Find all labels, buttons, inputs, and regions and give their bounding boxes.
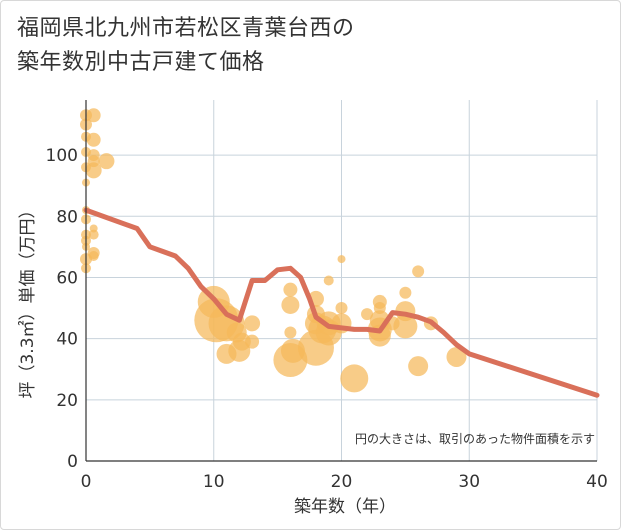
bubble-point xyxy=(335,302,348,315)
bubble-point xyxy=(340,364,369,393)
x-axis-label: 築年数（年） xyxy=(294,497,396,517)
y-tick-label: 20 xyxy=(56,391,78,411)
grid-lines xyxy=(86,100,598,461)
bubble-point xyxy=(446,346,467,367)
bubble-point xyxy=(232,332,251,351)
bubble-point xyxy=(337,255,346,264)
bubble-point xyxy=(86,108,101,123)
bubble-point xyxy=(281,295,300,314)
y-tick-label: 0 xyxy=(67,452,78,472)
bubble-point xyxy=(88,251,99,262)
axes: 0 10 20 30 40 0 20 40 60 80 100 xyxy=(46,100,608,492)
bubble-point xyxy=(408,356,429,377)
bubble-point xyxy=(98,153,115,170)
trend-line xyxy=(83,207,600,398)
bubble-point xyxy=(85,162,102,179)
bubble-point xyxy=(244,315,261,332)
bubble-point xyxy=(393,314,418,339)
y-axis-label: 坪（3.3㎡）単価（万円） xyxy=(18,201,38,398)
x-tick-label: 20 xyxy=(331,472,353,492)
y-tick-label: 40 xyxy=(56,330,78,350)
bubble-point xyxy=(399,286,412,299)
y-tick-label: 100 xyxy=(46,146,78,166)
bubble-point xyxy=(361,308,374,321)
bubble-point xyxy=(86,132,101,147)
x-tick-label: 30 xyxy=(458,472,480,492)
x-tick-label: 40 xyxy=(586,472,608,492)
chart-note: 円の大きさは、取引のあった物件面積を示す xyxy=(355,431,595,446)
x-tick-label: 10 xyxy=(203,472,225,492)
x-tick-label: 0 xyxy=(81,472,92,492)
chart-title-line2: 築年数別中古戸建て価格 xyxy=(17,50,265,75)
bubble-point xyxy=(412,265,425,278)
y-tick-label: 60 xyxy=(56,268,78,288)
bubble-point xyxy=(245,334,260,349)
bubble-point xyxy=(88,229,99,240)
chart-title-line1: 福岡県北九州市若松区青葉台西の xyxy=(17,16,355,41)
bubble-point xyxy=(284,326,297,339)
bubble-point xyxy=(323,275,334,286)
chart-title: 福岡県北九州市若松区青葉台西の 築年数別中古戸建て価格 xyxy=(17,12,355,80)
y-tick-label: 80 xyxy=(56,207,78,227)
bubble-series xyxy=(80,108,467,393)
bubble-point xyxy=(283,282,298,297)
trend-series xyxy=(83,207,600,398)
